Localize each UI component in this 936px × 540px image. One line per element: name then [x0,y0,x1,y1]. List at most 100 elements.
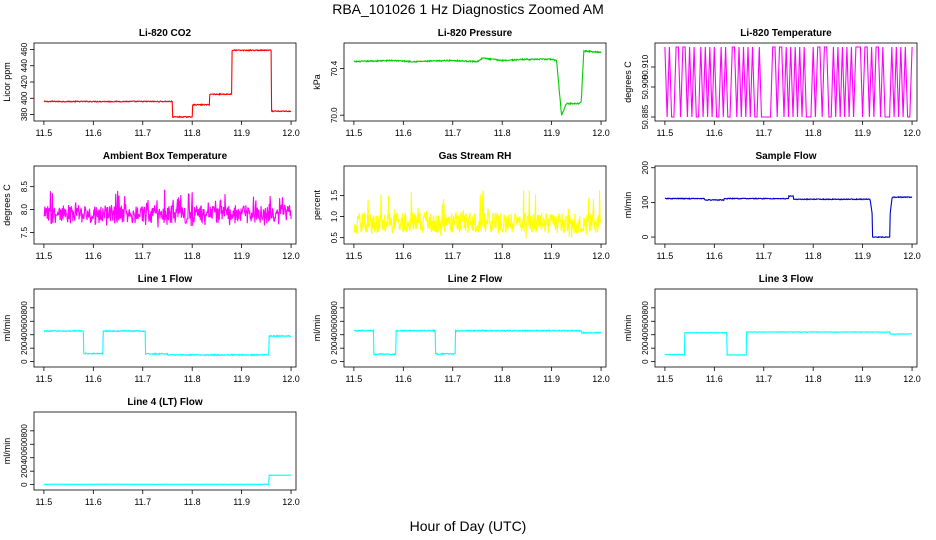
plot-frame [33,288,297,368]
x-tick-label: 11.8 [805,128,822,138]
x-tick-label: 11.5 [345,128,362,138]
panel-title: Gas Stream RH [439,151,512,162]
x-tick-label: 12.0 [282,497,300,507]
y-tick-label: 200 [641,341,650,355]
x-tick-label: 11.5 [35,374,52,384]
data-area [353,190,602,239]
series-line [664,46,913,118]
y-tick-label: 200 [20,464,29,478]
y-tick-label: 0.5 [330,232,339,244]
y-axis-label: degrees C [2,184,12,226]
x-tick-label: 11.5 [35,128,52,138]
panel-title: Li-820 Temperature [740,28,832,39]
y-tick-label: 600 [641,314,650,328]
x-tick-label: 11.8 [805,251,822,261]
series-line [353,49,602,116]
data-area [43,474,292,486]
y-tick-label: 600 [330,314,339,328]
panel-6: Sample Flow ml/min 11.5 11.6 11.7 11.8 11.9 12.… [623,151,921,261]
plot-frame [343,42,607,122]
y-tick-label: 0 [330,359,339,364]
y-tick-label: 380 [20,107,29,121]
data-area [353,328,602,356]
x-tick-label: 11.6 [85,128,102,138]
y-tick-label: 800 [330,301,339,315]
x-tick-label: 11.8 [494,374,511,384]
x-tick-label: 11.6 [706,128,723,138]
x-tick-label: 11.6 [85,374,102,384]
panel-title: Line 3 Flow [759,274,814,285]
panel-10: Line 4 (LT) Flow ml/min 11.5 11.6 11.7 11.8 11… [2,397,300,507]
x-tick-label: 11.7 [444,128,461,138]
x-tick-label: 11.9 [233,128,250,138]
plot-frame [654,165,918,245]
y-tick-label: 800 [20,424,29,438]
x-tick-label: 11.5 [345,374,362,384]
figure-title: RBA_101026 1 Hz Diagnostics Zoomed AM [332,1,604,17]
x-tick-label: 11.7 [755,251,772,261]
series-line [43,48,292,119]
x-tick-label: 11.9 [854,128,871,138]
x-tick-label: 11.5 [35,497,52,507]
y-tick-label: 50.910 [641,54,650,79]
plot-frame [33,411,297,491]
y-tick-label: 100 [641,195,650,209]
x-tick-label: 11.7 [444,374,461,384]
x-tick-label: 11.8 [184,128,201,138]
x-tick-label: 11.9 [233,374,250,384]
plot-frame [654,288,918,368]
y-tick-label: 200 [20,341,29,355]
data-area [43,329,292,357]
data-area [664,331,913,356]
data-area [664,46,913,118]
y-tick-label: 600 [20,314,29,328]
y-axis-label: ml/min [2,315,12,342]
series-line [664,331,913,356]
x-tick-label: 12.0 [592,374,610,384]
panel-title: Line 4 (LT) Flow [127,397,203,408]
y-tick-label: 50.900 [641,74,650,99]
y-tick-label: 400 [330,328,339,342]
series-line [43,474,292,486]
y-tick-label: 50.885 [641,104,650,129]
panel-8: Line 2 Flow ml/min 11.5 11.6 11.7 11.8 11.9 12.… [312,274,610,384]
y-tick-label: 800 [641,301,650,315]
y-tick-label: 200 [641,161,650,175]
data-area [43,48,292,119]
y-tick-label: 400 [20,451,29,465]
y-tick-label: 460 [20,42,29,56]
x-tick-label: 12.0 [282,251,300,261]
x-tick-label: 11.9 [854,374,871,384]
series-line [43,189,292,228]
x-tick-label: 11.9 [543,374,560,384]
x-tick-label: 11.8 [805,374,822,384]
x-tick-label: 11.7 [444,251,461,261]
x-tick-label: 12.0 [903,374,921,384]
x-tick-label: 11.5 [656,374,673,384]
plot-frame [343,288,607,368]
x-tick-label: 12.0 [903,128,921,138]
data-area [43,189,292,228]
y-tick-label: 800 [20,301,29,315]
y-tick-label: 70.0 [330,107,339,123]
plot-frame [33,42,297,122]
y-tick-label: 200 [330,341,339,355]
x-tick-label: 11.8 [184,497,201,507]
y-tick-label: 1.5 [330,189,339,201]
y-tick-label: 420 [20,75,29,89]
y-axis-label: ml/min [623,192,633,219]
figure-x-axis-label: Hour of Day (UTC) [409,518,527,534]
x-tick-label: 11.8 [184,251,201,261]
panel-7: Line 1 Flow ml/min 11.5 11.6 11.7 11.8 11.9 12.… [2,274,300,384]
x-tick-label: 12.0 [592,128,610,138]
x-tick-label: 11.7 [755,128,772,138]
x-tick-label: 12.0 [592,251,610,261]
x-tick-label: 11.9 [233,497,250,507]
x-tick-label: 11.8 [494,251,511,261]
panel-title: Li-820 CO2 [139,28,192,39]
panel-9: Line 3 Flow ml/min 11.5 11.6 11.7 11.8 11.9 12.… [623,274,921,384]
y-tick-label: 70.4 [330,60,339,76]
plot-frame [654,42,918,122]
y-tick-label: 0 [20,482,29,487]
x-tick-label: 11.6 [85,251,102,261]
